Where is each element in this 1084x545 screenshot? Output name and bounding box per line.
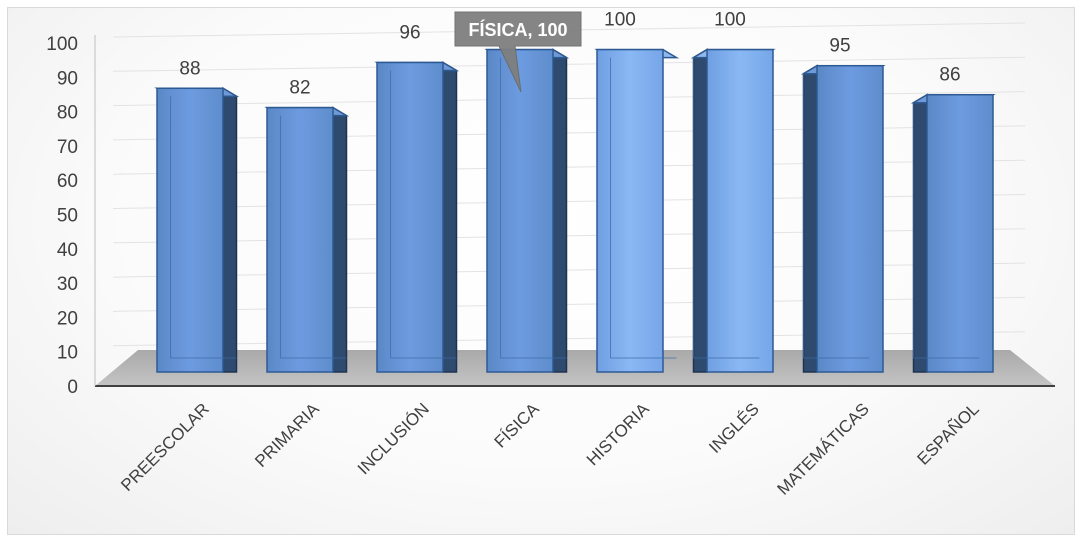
bar-inner-edge [390, 70, 457, 359]
data-label: 86 [939, 65, 960, 86]
bar-front-face [816, 64, 884, 373]
x-tick-label: INGLÉS [705, 399, 763, 457]
y-tick-label: 30 [57, 274, 78, 295]
y-tick-label: 80 [57, 103, 78, 124]
gridline [112, 262, 1026, 278]
bar-side-face [802, 64, 818, 373]
data-label: 88 [179, 58, 200, 79]
data-label: 82 [289, 78, 310, 99]
bar-front-face [486, 48, 554, 373]
x-tick-label: PRIMARIA [251, 399, 323, 471]
bar [594, 48, 680, 373]
callout-box: FÍSICA, 100 [454, 11, 582, 93]
y-tick-label: 50 [57, 206, 78, 227]
y-tick-label: 60 [57, 171, 78, 192]
data-labels: 88 82 96 100 100 95 86 [179, 10, 960, 99]
callout-shape [454, 11, 582, 93]
bar-inner-edge [803, 73, 870, 359]
data-label: 95 [829, 36, 850, 57]
bar-front-face [706, 48, 774, 373]
y-tick-label: 20 [57, 308, 78, 329]
bar-front-face [596, 48, 664, 373]
gridline [112, 159, 1026, 175]
chart-floor [95, 350, 1055, 387]
bar-front-face [926, 93, 994, 373]
bar-side-face [552, 48, 568, 373]
bar-inner-edge [610, 57, 677, 359]
bar-side-face [912, 93, 928, 373]
bar [264, 106, 350, 373]
gridline [112, 91, 1026, 107]
bar-side-face [692, 48, 708, 373]
gridline [112, 125, 1026, 141]
x-tick-label: ESPAÑOL [913, 399, 982, 468]
gridlines [112, 22, 1026, 347]
bar [910, 93, 996, 373]
x-tick-label: MATEMÁTICAS [773, 399, 872, 498]
x-tick-label: PREESCOLAR [117, 399, 213, 495]
bar-inner-edge [693, 57, 760, 359]
y-tick-label: 40 [57, 240, 78, 261]
x-tick-label: INCLUSIÓN [354, 399, 433, 478]
bar-front-face [266, 106, 334, 373]
data-label: 96 [399, 22, 420, 43]
y-tick-label: 90 [57, 68, 78, 89]
y-tick-label: 10 [57, 343, 78, 364]
bar-inner-edge [913, 102, 980, 359]
callout-label: FÍSICA, 100 [468, 19, 567, 40]
bars [154, 48, 996, 373]
bar [690, 48, 776, 373]
gridline [112, 331, 1026, 347]
bar-side-face [332, 106, 348, 373]
bar-front-face [376, 61, 444, 373]
bar-side-face [442, 61, 458, 373]
x-axis-labels: PREESCOLAR PRIMARIA INCLUSIÓN FÍSICA HISTORI… [117, 399, 983, 499]
data-label: 100 [714, 10, 746, 31]
bar-front-face [156, 87, 224, 373]
bar-inner-edge [280, 115, 347, 359]
x-tick-label: HISTORIA [583, 399, 653, 469]
bar [154, 86, 240, 373]
gridline [112, 56, 1026, 72]
gridline [112, 296, 1026, 312]
y-tick-label: 70 [57, 137, 78, 158]
y-tick-label: 0 [67, 377, 78, 398]
floor-plane [95, 350, 1055, 386]
bar [800, 64, 886, 373]
x-tick-label: FÍSICA [491, 399, 544, 452]
highlight-callout: FÍSICA, 100 [454, 11, 582, 93]
gridline [112, 228, 1026, 244]
y-tick-label: 100 [46, 34, 78, 55]
bar-inner-edge [170, 96, 237, 359]
gridline [112, 194, 1026, 209]
y-axis: 0 10 20 30 40 50 60 70 80 90 100 [46, 34, 96, 398]
data-label: 100 [604, 10, 636, 31]
bar [484, 48, 570, 373]
bar-side-face [222, 86, 238, 373]
bar-inner-edge [500, 57, 567, 359]
bar [374, 61, 460, 373]
